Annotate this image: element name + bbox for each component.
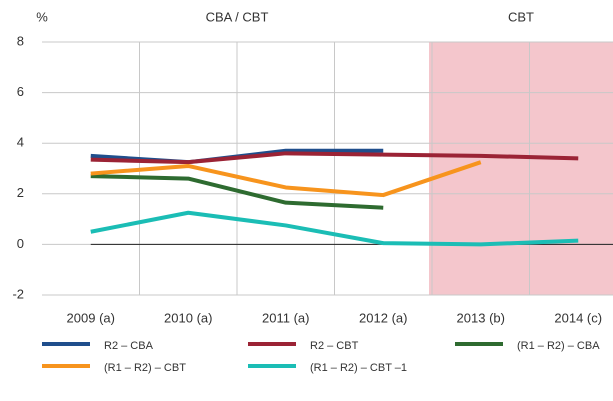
y-tick-label: 6 xyxy=(17,84,24,99)
legend-label: (R1 – R2) – CBA xyxy=(517,340,600,352)
y-tick-label: 0 xyxy=(17,236,24,251)
legend-label: (R1 – R2) – CBT –1 xyxy=(310,362,407,374)
series-line xyxy=(90,210,579,247)
region-label: CBA / CBT xyxy=(206,9,269,24)
x-tick-label: 2010 (a) xyxy=(164,310,212,325)
series-line xyxy=(90,151,579,165)
x-tick-label: 2013 (b) xyxy=(457,310,505,325)
x-tick-label: 2012 (a) xyxy=(359,310,407,325)
x-tick-label: 2011 (a) xyxy=(262,310,309,325)
legend-label: R2 – CBA xyxy=(104,340,154,352)
y-tick-label: 8 xyxy=(17,33,24,48)
x-tick-label: 2009 (a) xyxy=(67,310,115,325)
y-tick-label: -2 xyxy=(12,286,24,301)
series-line xyxy=(90,160,482,198)
x-tick-label: 2014 (c) xyxy=(554,310,602,325)
y-tick-label: 2 xyxy=(17,185,24,200)
region-label: CBT xyxy=(508,9,534,24)
y-tick-label: 4 xyxy=(17,135,24,150)
y-unit: % xyxy=(36,9,48,24)
legend-label: (R1 – R2) – CBT xyxy=(104,362,186,374)
series-line xyxy=(90,174,384,210)
legend-label: R2 – CBT xyxy=(310,340,359,352)
